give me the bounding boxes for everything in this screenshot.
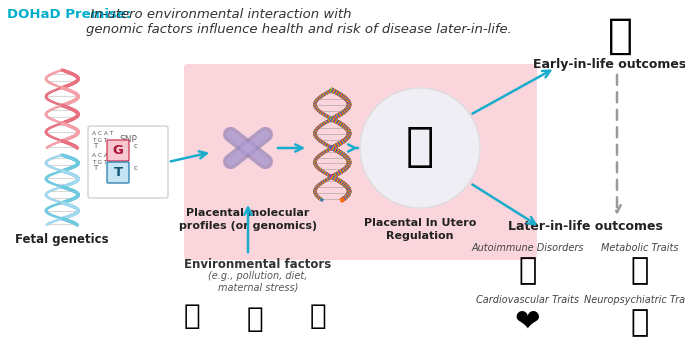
Text: Later-in-life outcomes: Later-in-life outcomes [508, 220, 662, 233]
Text: Placental In Utero
Regulation: Placental In Utero Regulation [364, 218, 476, 241]
Text: 🧠: 🧠 [631, 308, 649, 337]
Text: 👶: 👶 [608, 15, 632, 57]
Text: ❤️: ❤️ [515, 308, 540, 337]
Text: G: G [112, 144, 123, 157]
Text: Placental molecular
profiles (or genomics): Placental molecular profiles (or genomic… [179, 208, 317, 231]
Text: SNP: SNP [119, 135, 137, 144]
Text: Early-in-life outcomes: Early-in-life outcomes [534, 58, 685, 71]
Text: Environmental factors: Environmental factors [184, 258, 332, 271]
Text: c: c [134, 165, 138, 171]
Text: 🫀: 🫀 [631, 256, 649, 285]
Text: Metabolic Traits: Metabolic Traits [601, 243, 679, 253]
Text: c: c [134, 143, 138, 149]
FancyBboxPatch shape [184, 64, 537, 260]
Text: T: T [93, 165, 97, 171]
Text: (e.g., pollution, diet,
maternal stress): (e.g., pollution, diet, maternal stress) [208, 271, 308, 293]
Text: A C A T: A C A T [92, 153, 113, 158]
Text: DOHaD Premise:: DOHaD Premise: [7, 8, 132, 21]
Text: In-utero environmental interaction with
genomic factors influence health and ris: In-utero environmental interaction with … [86, 8, 512, 36]
Text: Neuropsychiatric Traits: Neuropsychiatric Traits [584, 295, 685, 305]
FancyBboxPatch shape [88, 126, 168, 198]
Text: T G T: T G T [92, 138, 108, 143]
Text: Autoimmune Disorders: Autoimmune Disorders [472, 243, 584, 253]
Text: Cardiovascular Traits: Cardiovascular Traits [477, 295, 580, 305]
FancyBboxPatch shape [107, 140, 129, 161]
Text: 🫁: 🫁 [519, 256, 537, 285]
FancyBboxPatch shape [107, 162, 129, 183]
Text: 🤰: 🤰 [406, 126, 434, 171]
Text: Fetal genetics: Fetal genetics [15, 233, 109, 246]
Text: T: T [114, 166, 123, 179]
Text: 🏭: 🏭 [184, 302, 200, 330]
Text: A C A T: A C A T [92, 131, 113, 136]
Text: 🍎: 🍎 [247, 305, 263, 333]
Circle shape [360, 88, 480, 208]
Text: T: T [93, 143, 97, 149]
Text: 👩: 👩 [310, 302, 326, 330]
Text: T G T: T G T [92, 160, 108, 165]
